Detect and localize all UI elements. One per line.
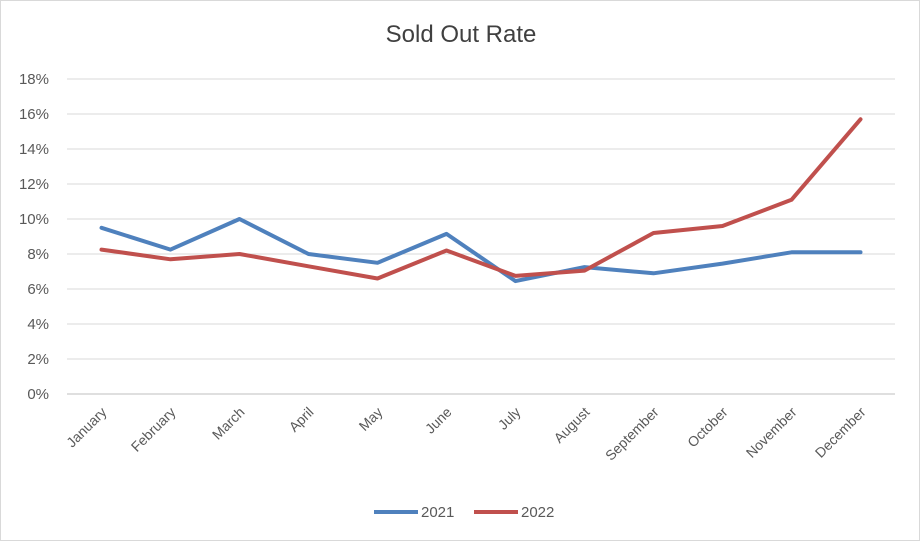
legend-label: 2022 <box>521 504 554 521</box>
x-axis-tick-labels: January February March April May June July Augu… <box>63 404 869 464</box>
y-tick-label: 4% <box>27 316 49 333</box>
y-tick-label: 8% <box>27 246 49 263</box>
gridlines <box>67 78 895 395</box>
legend-item-2022: 2022 <box>474 504 554 521</box>
x-tick-label: December <box>812 404 869 461</box>
x-tick-label: September <box>602 404 662 464</box>
x-tick-label: May <box>356 404 386 434</box>
y-axis-tick-labels: 0% 2% 4% 6% 8% 10% 12% 14% 16% 18% <box>19 71 49 403</box>
y-tick-label: 2% <box>27 351 49 368</box>
y-tick-label: 0% <box>27 386 49 403</box>
x-tick-label: November <box>743 404 800 461</box>
x-tick-label: February <box>128 404 179 455</box>
y-tick-label: 18% <box>19 71 49 88</box>
y-tick-label: 6% <box>27 281 49 298</box>
y-tick-label: 12% <box>19 176 49 193</box>
x-tick-label: April <box>285 404 316 435</box>
series-lines <box>99 117 863 284</box>
legend: 2021 2022 <box>374 504 554 521</box>
x-tick-label: March <box>209 404 248 443</box>
x-tick-label: October <box>684 404 731 451</box>
x-tick-label: August <box>550 404 592 446</box>
x-tick-label: January <box>63 404 110 451</box>
x-tick-label: June <box>422 404 455 437</box>
series-line-2021 <box>99 217 863 284</box>
legend-label: 2021 <box>421 504 454 521</box>
legend-item-2021: 2021 <box>374 504 454 521</box>
y-tick-label: 14% <box>19 141 49 158</box>
chart-title: Sold Out Rate <box>385 21 537 48</box>
x-tick-label: July <box>495 404 524 433</box>
y-tick-label: 10% <box>19 211 49 228</box>
y-tick-label: 16% <box>19 106 49 123</box>
series-line-2022 <box>99 117 863 281</box>
